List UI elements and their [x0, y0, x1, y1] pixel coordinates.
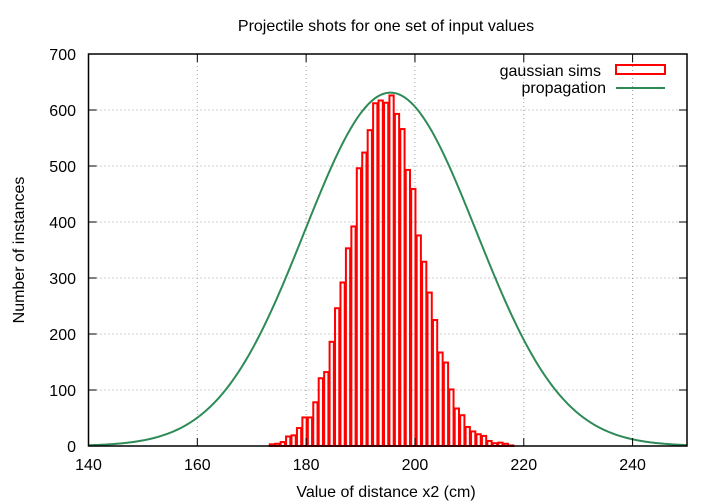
- y-axis-title: Number of instances: [11, 177, 28, 324]
- y-tick-label: 600: [49, 103, 76, 120]
- x-axis-title: Value of distance x2 (cm): [296, 484, 475, 501]
- x-tick-label: 140: [75, 457, 102, 474]
- x-tick-label: 240: [619, 457, 646, 474]
- histogram-bar: [459, 414, 466, 448]
- axis-ticks: [88, 53, 687, 447]
- histogram-bar: [366, 129, 373, 447]
- histogram-bar: [415, 234, 422, 447]
- histogram-bar: [431, 319, 439, 447]
- histogram-bar: [442, 361, 450, 447]
- histogram-bar: [334, 307, 341, 447]
- histogram-bar: [285, 435, 292, 448]
- histogram-bar: [486, 439, 493, 447]
- legend-label-propagation: propagation: [521, 80, 606, 97]
- histogram-bar: [306, 416, 314, 448]
- x-tick-label: 220: [510, 457, 537, 474]
- y-tick-label: 200: [49, 327, 76, 344]
- histogram-bar: [312, 401, 319, 448]
- histogram-bar: [437, 351, 444, 448]
- histogram-bar: [290, 434, 297, 447]
- x-tick-label: 180: [293, 457, 320, 474]
- x-tick-labels: 140 160 180 200 220 240: [75, 457, 646, 474]
- histogram-bar: [295, 427, 303, 447]
- plot-frame: [87, 53, 688, 447]
- histogram-bar: [372, 102, 379, 447]
- histogram-bar: [426, 291, 433, 447]
- legend-swatch-gaussian-sims: [615, 64, 666, 75]
- histogram-bar: [464, 425, 471, 447]
- histogram-bar: [317, 377, 324, 447]
- y-tick-label: 0: [67, 439, 76, 456]
- histogram-bar: [421, 260, 428, 448]
- x-tick-label: 200: [402, 457, 429, 474]
- histogram-bar: [344, 247, 352, 447]
- histogram-bar: [355, 167, 363, 448]
- histogram-bar: [410, 187, 417, 448]
- histogram-bar: [393, 112, 401, 447]
- y-tick-label: 700: [49, 47, 76, 64]
- y-tick-labels: 0 100 200 300 400 500 600 700: [49, 47, 76, 456]
- histogram-bar: [388, 94, 395, 447]
- histogram-bar: [323, 371, 330, 447]
- y-tick-label: 100: [49, 383, 76, 400]
- propagation-curve: [88, 91, 688, 447]
- histogram-bar: [339, 281, 346, 448]
- histogram-bar: [480, 434, 488, 448]
- histogram-bar: [377, 99, 384, 447]
- histogram-bar: [399, 128, 406, 447]
- histogram-bar: [382, 101, 390, 447]
- histogram-bar: [328, 340, 335, 447]
- histogram-bar: [453, 407, 460, 448]
- histogram-bar: [470, 430, 477, 448]
- chart-title: Projectile shots for one set of input va…: [238, 18, 534, 35]
- histogram-bar: [475, 433, 482, 447]
- histogram-bar: [361, 151, 368, 447]
- legend-label-gaussian-sims: gaussian sims: [500, 63, 601, 80]
- histogram-bar: [350, 225, 357, 447]
- y-tick-label: 400: [49, 215, 76, 232]
- y-tick-label: 300: [49, 271, 76, 288]
- x-tick-label: 160: [184, 457, 211, 474]
- histogram-bar: [404, 168, 412, 447]
- legend: gaussian sims propagation: [500, 63, 666, 97]
- histogram-bar: [448, 388, 455, 448]
- y-tick-label: 500: [49, 159, 76, 176]
